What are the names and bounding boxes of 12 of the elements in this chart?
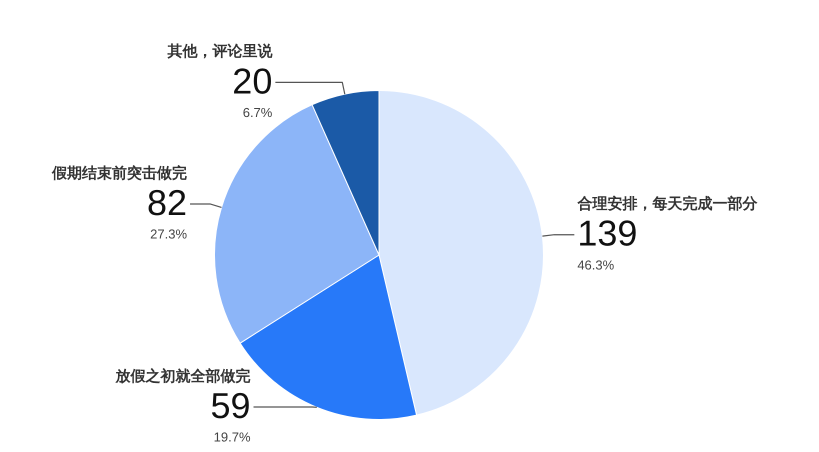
slice-label: 假期结束前突击做完	[51, 164, 188, 182]
data-label: 82	[146, 182, 188, 223]
slice-label: 其他，评论里说	[166, 42, 274, 60]
text: 46.3%	[577, 257, 615, 272]
slice-label: 放假之初就全部做完	[114, 366, 251, 385]
data-label: 139	[577, 212, 638, 254]
text: 27.3%	[150, 226, 188, 242]
text: 19.7%	[214, 430, 251, 445]
text: 6.7%	[242, 104, 273, 120]
slice-label: 合理安排，每天完成一部分	[576, 194, 758, 213]
data-label: 59	[210, 384, 251, 426]
data-label: 20	[232, 60, 272, 102]
